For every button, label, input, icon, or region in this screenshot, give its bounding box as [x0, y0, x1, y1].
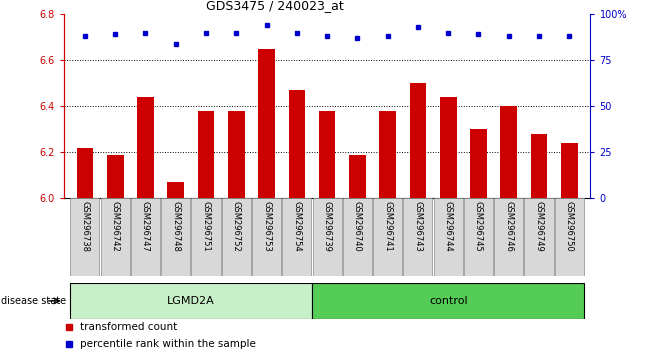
Bar	[319, 111, 336, 198]
Bar	[433, 198, 463, 276]
Bar	[137, 97, 154, 198]
Bar	[221, 198, 251, 276]
Bar	[161, 198, 191, 276]
Bar	[555, 198, 584, 276]
Bar	[131, 198, 160, 276]
Bar	[403, 198, 433, 276]
Text: transformed count: transformed count	[80, 321, 176, 332]
Bar	[70, 198, 99, 276]
Bar	[312, 283, 584, 319]
Text: control: control	[429, 296, 468, 306]
Bar	[282, 198, 311, 276]
Text: GSM296747: GSM296747	[141, 201, 150, 251]
Text: GSM296746: GSM296746	[504, 201, 513, 251]
Text: GSM296744: GSM296744	[444, 201, 453, 251]
Text: GSM296742: GSM296742	[111, 201, 119, 251]
Bar	[289, 90, 305, 198]
Bar	[373, 198, 402, 276]
Text: GSM296745: GSM296745	[474, 201, 483, 251]
Text: GDS3475 / 240023_at: GDS3475 / 240023_at	[206, 0, 344, 12]
Text: GSM296753: GSM296753	[262, 201, 271, 251]
Bar	[343, 198, 372, 276]
Text: GSM296749: GSM296749	[535, 201, 544, 251]
Text: GSM296750: GSM296750	[565, 201, 574, 251]
Bar	[252, 198, 281, 276]
Bar	[440, 97, 456, 198]
Text: GSM296754: GSM296754	[293, 201, 301, 251]
Bar	[228, 111, 245, 198]
Bar	[168, 182, 184, 198]
Bar	[561, 143, 578, 198]
Text: percentile rank within the sample: percentile rank within the sample	[80, 339, 256, 349]
Bar	[531, 134, 548, 198]
Bar	[495, 198, 523, 276]
Text: GSM296739: GSM296739	[323, 201, 331, 251]
Bar	[258, 48, 275, 198]
Bar	[191, 198, 221, 276]
Text: GSM296752: GSM296752	[231, 201, 241, 251]
Text: GSM296738: GSM296738	[81, 201, 89, 252]
Text: GSM296751: GSM296751	[201, 201, 211, 251]
Bar	[470, 129, 486, 198]
Bar	[107, 154, 123, 198]
Bar	[409, 83, 426, 198]
Text: disease state: disease state	[1, 296, 66, 306]
Text: LGMD2A: LGMD2A	[167, 296, 215, 306]
Text: GSM296743: GSM296743	[413, 201, 423, 251]
Text: GSM296748: GSM296748	[171, 201, 180, 251]
Text: GSM296741: GSM296741	[383, 201, 392, 251]
Text: GSM296740: GSM296740	[353, 201, 362, 251]
Bar	[76, 148, 93, 198]
Bar	[313, 198, 342, 276]
Bar	[101, 198, 130, 276]
Bar	[349, 154, 366, 198]
Bar	[525, 198, 554, 276]
Bar	[464, 198, 493, 276]
Bar	[70, 283, 312, 319]
Bar	[379, 111, 396, 198]
Bar	[501, 106, 517, 198]
Bar	[198, 111, 214, 198]
